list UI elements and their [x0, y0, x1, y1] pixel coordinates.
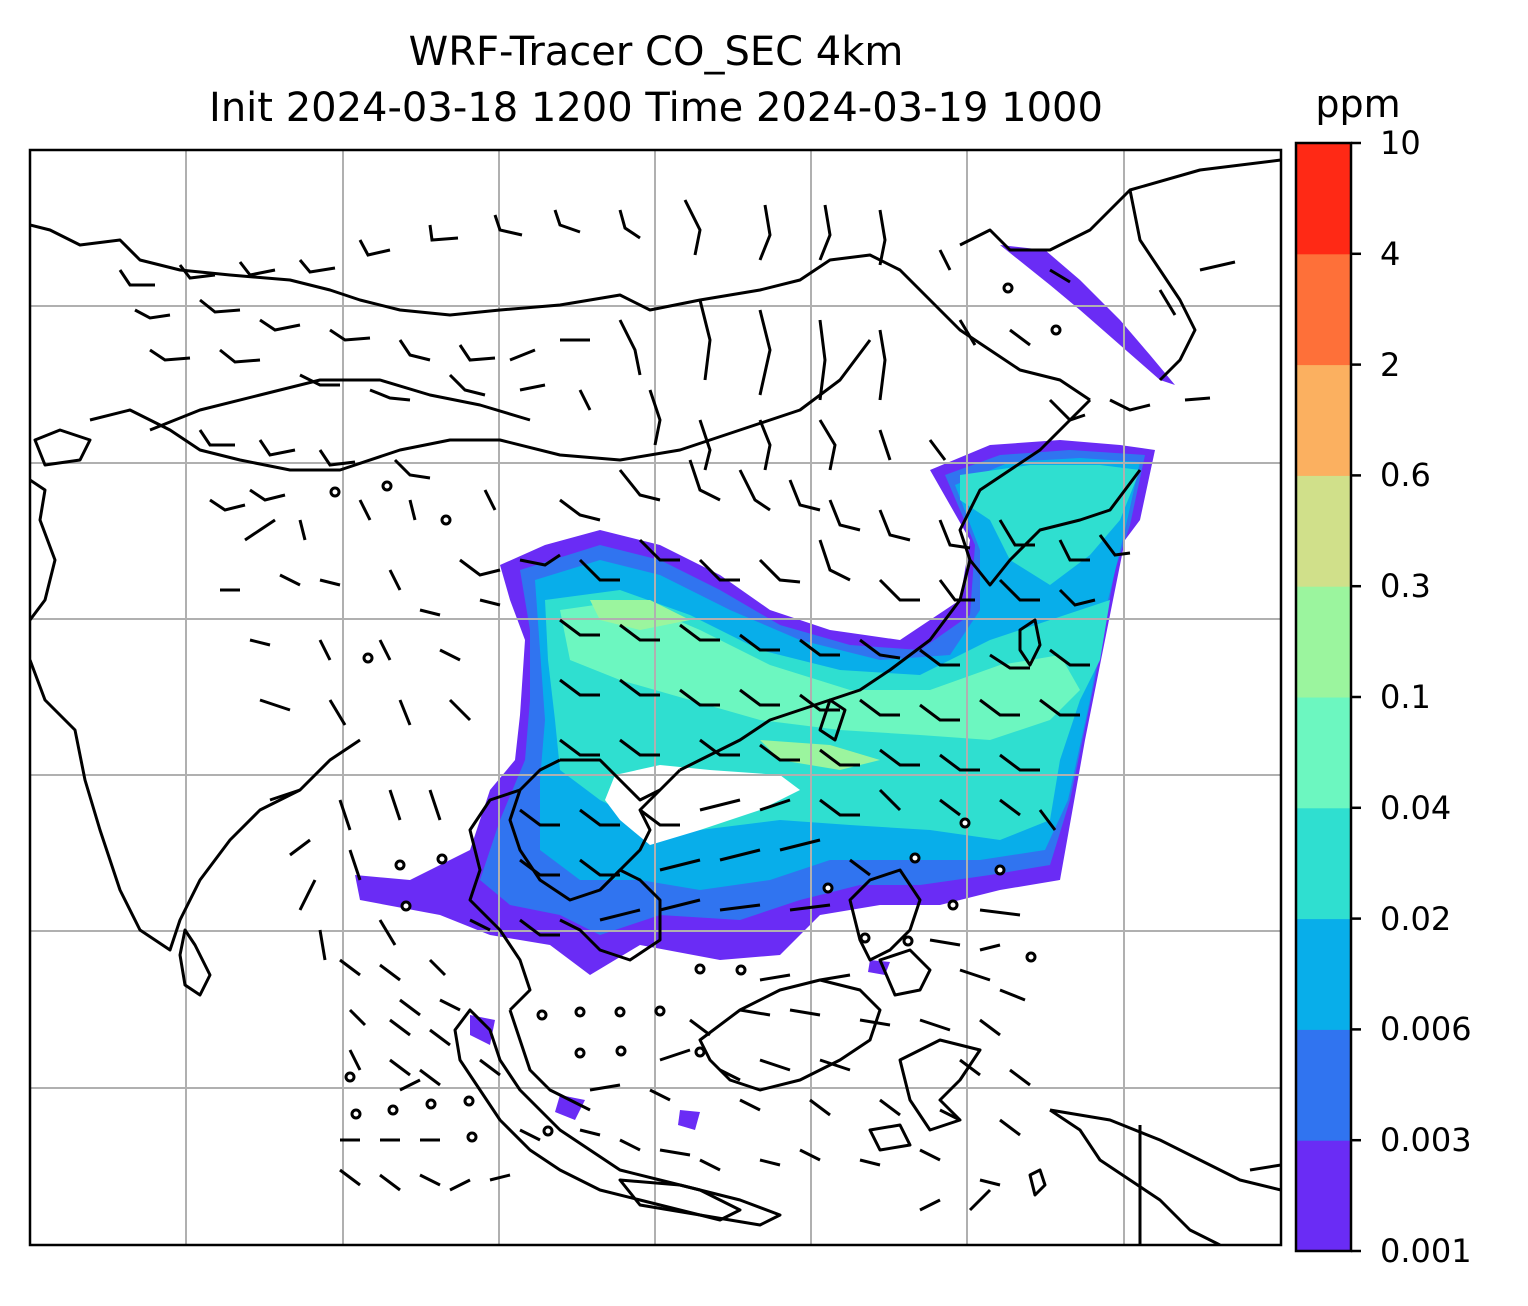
- colorbar-segment-1: [1296, 1029, 1351, 1141]
- chart-title-line2: Init 2024-03-18 1200 Time 2024-03-19 100…: [209, 85, 1103, 131]
- plume-band-002-ne: [960, 465, 1140, 585]
- wind-barbs: [118, 199, 1236, 1212]
- colorbar-tick-label: 0.3: [1380, 567, 1431, 606]
- plume-patch-s1: [470, 1015, 495, 1045]
- colorbar-tick-label: 4: [1380, 234, 1401, 273]
- colorbar-segment-8: [1296, 253, 1351, 366]
- chart-title-line1: WRF-Tracer CO_SEC 4km: [408, 29, 904, 75]
- colorbar-tick-label: 2: [1380, 345, 1401, 384]
- colorbar-segment-9: [1296, 143, 1351, 255]
- colorbar-segment-4: [1296, 697, 1351, 809]
- colorbar-tick-label: 10: [1380, 124, 1421, 162]
- plume-strip-ne: [1000, 245, 1175, 385]
- calm-wind-markers: [329, 282, 1062, 1143]
- colorbar-tick-label: 0.001: [1380, 1232, 1472, 1270]
- colorbar-segment-2: [1296, 918, 1351, 1030]
- colorbar-tick-label: 0.003: [1380, 1121, 1472, 1160]
- gridlines: [30, 150, 1281, 1245]
- colorbar-segment-3: [1296, 807, 1351, 920]
- plume-band-01: [590, 600, 690, 630]
- plume-patch-s3: [678, 1110, 700, 1130]
- colorbar-segment-7: [1296, 364, 1351, 476]
- colorbar-tick-label: 0.6: [1380, 456, 1431, 495]
- plume-patch-s2: [555, 1095, 585, 1120]
- colorbar-tick-label: 0.02: [1380, 899, 1452, 938]
- colorbar-segment-6: [1296, 475, 1351, 587]
- plume-gap-east: [1000, 880, 1281, 1245]
- colorbar-segment-5: [1296, 586, 1351, 698]
- colorbar-tick-label: 0.1: [1380, 678, 1431, 716]
- colorbar-tick-label: 0.04: [1380, 788, 1452, 827]
- plume-band-01-b: [760, 740, 880, 770]
- colorbar-frame: [1294, 141, 1353, 1253]
- colorbar-tick-label: 0.006: [1380, 1010, 1472, 1049]
- colorbar: [1296, 141, 1361, 1253]
- plume-gap-gulf: [605, 765, 800, 845]
- plume-band-004: [560, 600, 1080, 740]
- map-frame: [28, 148, 1283, 1247]
- colorbar-unit-label: ppm: [1315, 82, 1401, 126]
- colorbar-segment-0: [1296, 1140, 1351, 1252]
